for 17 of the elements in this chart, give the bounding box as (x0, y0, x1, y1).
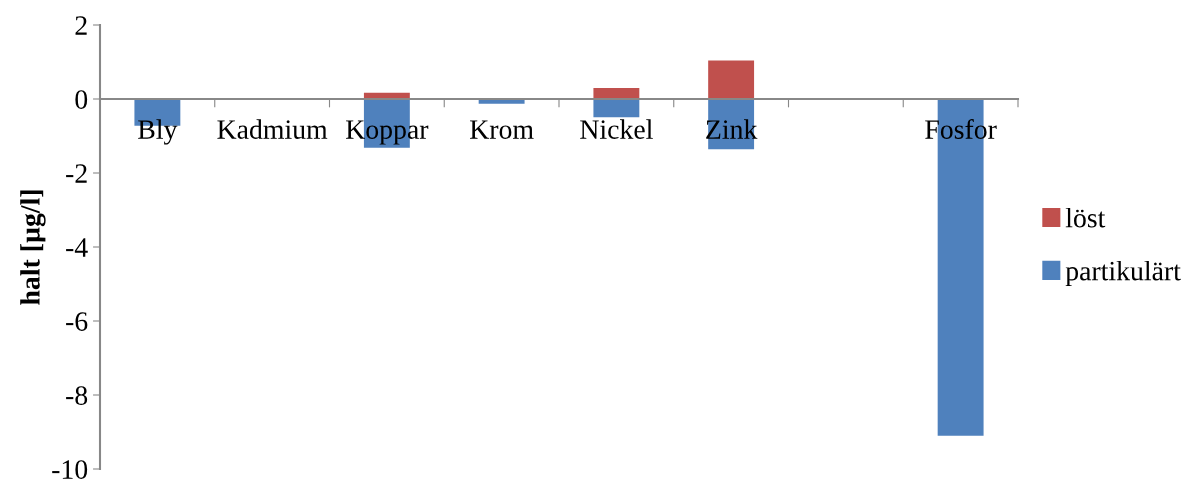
y-tick-label: -6 (66, 312, 88, 331)
x-tick-label: Kadmium (217, 119, 328, 139)
legend-label: partikulärt (1065, 260, 1181, 287)
y-tick-label: -8 (66, 386, 88, 405)
bar (708, 60, 755, 99)
y-tick-label: 0 (75, 90, 88, 109)
bar (593, 99, 640, 118)
x-tick-label: Krom (470, 120, 534, 139)
y-axis-title: halt [µg/l] (20, 190, 46, 305)
y-tick-label: -2 (66, 164, 87, 183)
legend-label: löst (1065, 207, 1106, 228)
y-tick-label: -4 (66, 238, 88, 257)
x-tick-label: Bly (138, 119, 178, 145)
y-tick-label: -10 (52, 460, 88, 479)
x-tick-label: Nickel (580, 119, 653, 139)
y-tick-label: 2 (75, 16, 87, 35)
bar (593, 87, 640, 99)
